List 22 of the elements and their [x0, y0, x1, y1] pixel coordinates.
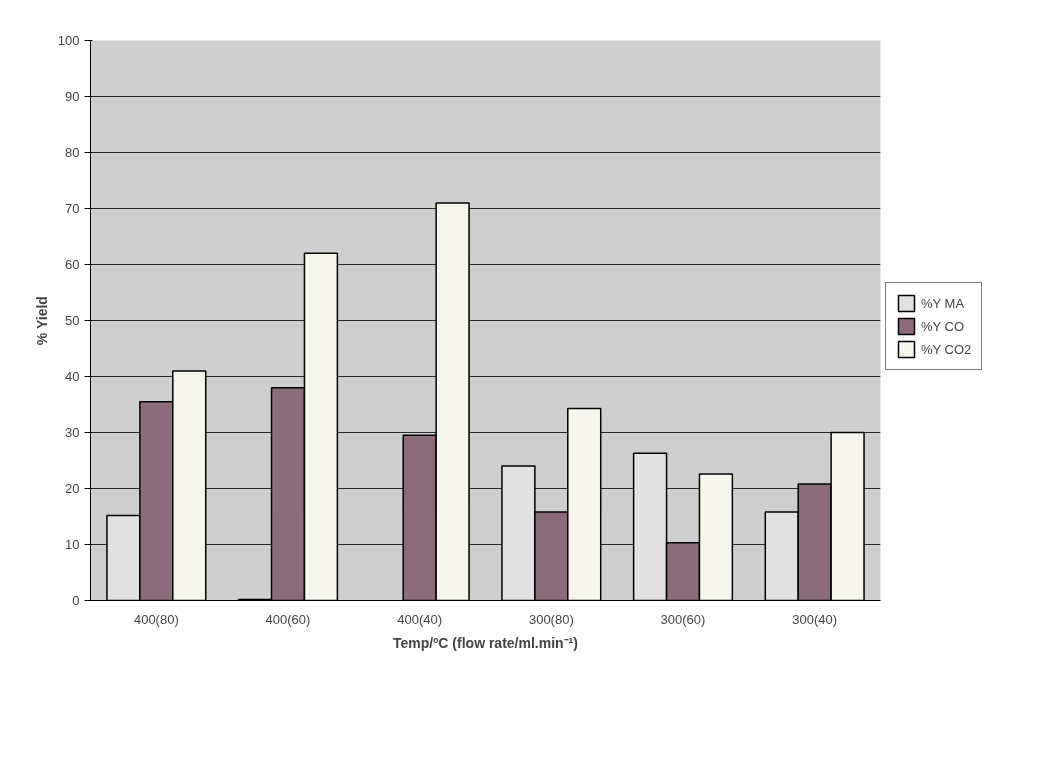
legend-label: %Y CO2 [921, 341, 972, 357]
y-tick-label: 80 [65, 145, 80, 160]
y-tick-label: 40 [65, 369, 80, 384]
y-tick-label: 20 [65, 481, 80, 496]
y-axis-title: % Yield [33, 296, 50, 346]
y-tick-label: 100 [57, 33, 80, 48]
x-tick-label: 300(40) [792, 611, 838, 627]
x-axis-title: Temp/ºC (flow rate/ml.min⁻¹) [393, 634, 578, 651]
x-tick-label: 400(60) [265, 611, 311, 627]
y-tick-label: 30 [65, 425, 80, 440]
y-tick-label: 90 [65, 89, 80, 104]
y-tick-label: 60 [65, 257, 80, 272]
x-tick-label: 300(80) [528, 611, 574, 627]
y-tick-label: 70 [65, 201, 80, 216]
legend-label: %Y CO [921, 318, 965, 334]
x-tick-label: 400(40) [397, 611, 443, 627]
y-tick-label: 0 [72, 593, 80, 608]
y-tick-label: 10 [65, 537, 80, 552]
legend-label: %Y MA [921, 295, 965, 311]
x-tick-label: 300(60) [660, 611, 706, 627]
y-tick-label: 50 [65, 313, 80, 328]
x-tick-label: 400(80) [133, 611, 179, 627]
